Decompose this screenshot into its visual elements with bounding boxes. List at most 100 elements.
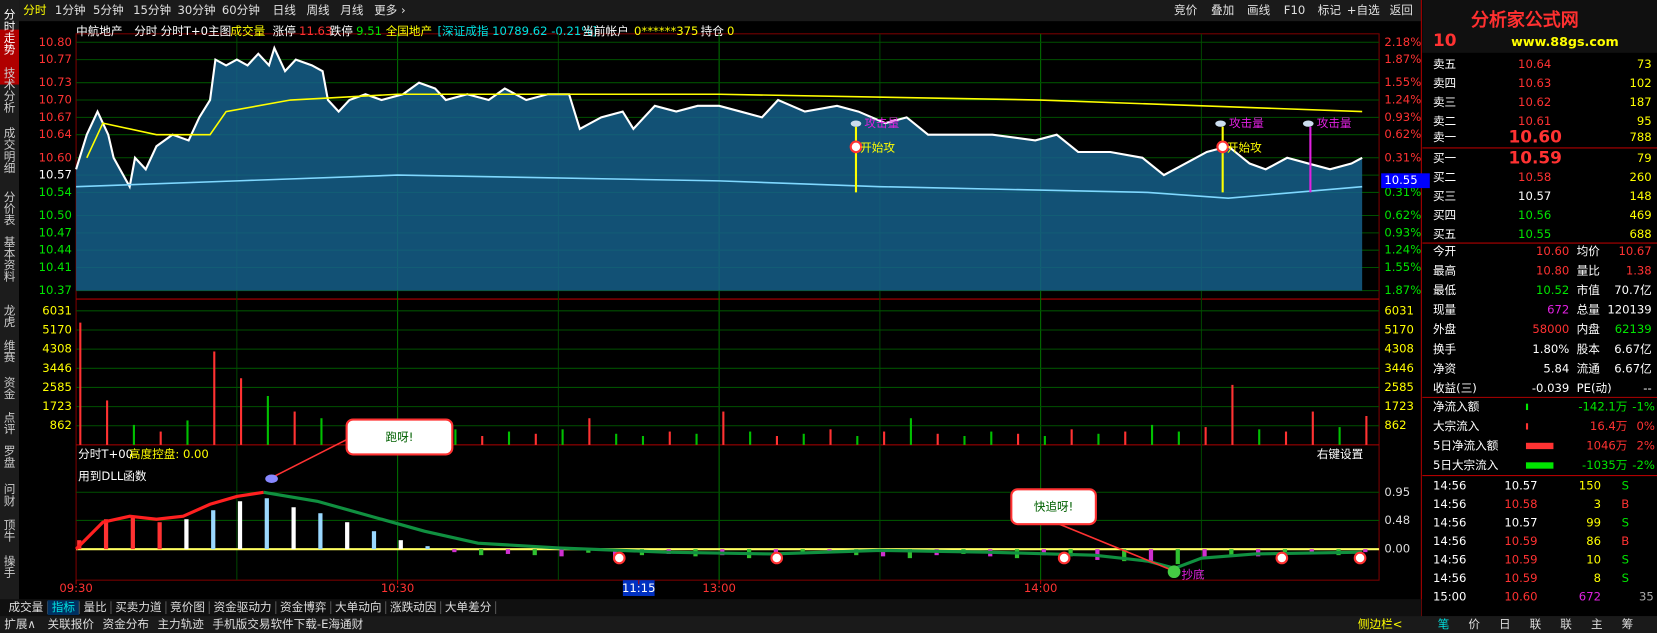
trade-time: 15:00	[1433, 590, 1466, 604]
y-tick-label: 0.00	[1384, 542, 1410, 556]
status-item[interactable]: 主力轨迹	[157, 617, 204, 631]
bottom-tab[interactable]: 买卖力道	[115, 600, 162, 614]
bottom-tab[interactable]: 指标	[52, 600, 76, 614]
side-tab[interactable]: 技术分析	[3, 67, 17, 114]
bottom-tab[interactable]: 量比	[83, 600, 106, 614]
sidebar-toggle[interactable]: 侧边栏<	[1358, 617, 1403, 631]
header-item: 11.63	[299, 24, 332, 38]
header-item: 分时T+0主图	[161, 24, 232, 38]
side-tab[interactable]: 龙虎	[3, 304, 17, 328]
flow-pct: 0%	[1636, 419, 1654, 433]
toolbar-item[interactable]: 周线	[306, 3, 330, 17]
panel-tab[interactable]: 联	[1530, 617, 1542, 631]
toolbar-button[interactable]: 竞价	[1174, 3, 1198, 17]
side-tab[interactable]: 基本资料	[3, 236, 17, 283]
side-tab[interactable]: 点评	[3, 411, 17, 435]
book-volume: 260	[1630, 170, 1652, 184]
side-tab[interactable]: 资金	[3, 376, 17, 399]
panel-tab[interactable]: 主	[1591, 617, 1603, 631]
y-tick-label: 10.50	[39, 208, 72, 222]
side-tab[interactable]: 成交明细	[3, 127, 17, 173]
side-tab[interactable]: 维赛	[3, 339, 17, 362]
flow-label: 净流入额	[1433, 399, 1480, 413]
toolbar-item[interactable]: 更多 ›	[374, 3, 406, 17]
panel-tab[interactable]: 价	[1468, 617, 1480, 631]
y-tick-label: 1723	[42, 399, 72, 413]
toolbar-item[interactable]: 60分钟	[222, 3, 260, 17]
toolbar-button[interactable]: +自选	[1347, 3, 1380, 17]
flow-pct: -1%	[1632, 399, 1655, 413]
header-item: 涨停	[273, 24, 297, 38]
toolbar-button[interactable]: 叠加	[1211, 3, 1234, 17]
book-price: 10.57	[1518, 189, 1551, 203]
bottom-tab[interactable]: 资金驱动力	[214, 600, 272, 614]
stat-value: 6.67亿	[1614, 361, 1651, 375]
stat-value: --	[1643, 381, 1651, 395]
status-item[interactable]: 关联报价	[48, 617, 95, 631]
price-line	[76, 174, 1363, 199]
header-item: [深证成指 10789.62 -0.21%]	[437, 24, 596, 38]
flow-value: -1035万	[1582, 458, 1627, 472]
toolbar-item[interactable]: 1分钟	[55, 3, 86, 17]
toolbar-item[interactable]: 日线	[273, 3, 297, 17]
trade-time: 14:56	[1433, 571, 1466, 585]
pct-label: 1.24%	[1384, 93, 1421, 107]
trade-side: 35	[1639, 590, 1654, 604]
side-tab[interactable]: 分价表	[3, 191, 17, 226]
status-item[interactable]: 资金分布	[103, 617, 149, 631]
book-label: 买一	[1433, 151, 1457, 165]
y-tick-label: 0.48	[1384, 513, 1410, 527]
y-tick-label: 6031	[42, 303, 72, 317]
stat-value: 672	[1547, 303, 1569, 317]
book-volume: 79	[1637, 151, 1652, 165]
bottom-tab[interactable]: 资金博弈	[280, 600, 327, 614]
y-tick-label: 862	[50, 418, 72, 432]
side-tab[interactable]: 罗盘	[3, 445, 17, 468]
side-tab[interactable]: 操手	[3, 554, 17, 579]
toolbar-item[interactable]: 5分钟	[93, 3, 124, 17]
callout-pointer	[1056, 522, 1174, 572]
side-tab[interactable]: 分时走势	[3, 8, 17, 54]
book-label: 卖四	[1433, 76, 1456, 90]
callout	[1010, 488, 1097, 526]
status-item[interactable]: 手机版交易软件下载-E海通财	[212, 617, 363, 631]
toolbar-item[interactable]: 30分钟	[178, 3, 216, 17]
stat-value: 10.67	[1618, 244, 1651, 258]
bottom-tab[interactable]: 涨跌动因	[390, 600, 436, 614]
stat-label: 总量	[1577, 303, 1601, 317]
panel-tab[interactable]: 笔	[1438, 617, 1450, 631]
toolbar-button[interactable]: F10	[1284, 3, 1305, 17]
stock-code: 10	[1433, 30, 1457, 50]
toolbar-item[interactable]: 分时	[23, 3, 47, 17]
stat-value: 1.80%	[1532, 342, 1569, 356]
book-price: 10.60	[1508, 126, 1561, 146]
indicator-note: 用到DLL函数	[78, 469, 147, 483]
bottom-tab[interactable]: 大单差分	[445, 600, 492, 614]
trade-time: 14:56	[1433, 516, 1466, 530]
toolbar-item[interactable]: 15分钟	[133, 3, 171, 17]
bottom-tab[interactable]: 成交量	[8, 600, 43, 614]
panel-tab[interactable]: 筹	[1622, 617, 1634, 631]
side-tab[interactable]: 问财	[3, 483, 17, 507]
indicator-settings[interactable]: 右键设置	[1317, 447, 1363, 461]
toolbar	[0, 0, 1422, 22]
panel-tab[interactable]: 日	[1499, 617, 1511, 631]
trade-price: 10.60	[1504, 590, 1537, 604]
x-tick-label: 09:30	[59, 581, 92, 595]
bottom-tab[interactable]: 大单动向	[335, 600, 381, 614]
bottom-tab[interactable]: 竞价图	[170, 600, 205, 614]
status-item[interactable]: 扩展∧	[4, 617, 36, 631]
book-volume: 469	[1630, 208, 1652, 222]
pct-label: 0.31%	[1384, 185, 1421, 199]
panel-tab[interactable]: 联	[1560, 617, 1572, 631]
pct-label: 1.55%	[1384, 260, 1421, 274]
toolbar-item[interactable]: 月线	[340, 3, 364, 17]
trade-volume: 86	[1586, 534, 1601, 548]
y-tick-label: 0.95	[1384, 485, 1410, 499]
toolbar-button[interactable]: 标记	[1318, 3, 1342, 17]
side-tab[interactable]: 顶牛	[3, 519, 17, 543]
toolbar-button[interactable]: 画线	[1247, 3, 1271, 17]
toolbar-button[interactable]: 返回	[1390, 3, 1413, 17]
stat-label: 外盘	[1433, 322, 1457, 336]
